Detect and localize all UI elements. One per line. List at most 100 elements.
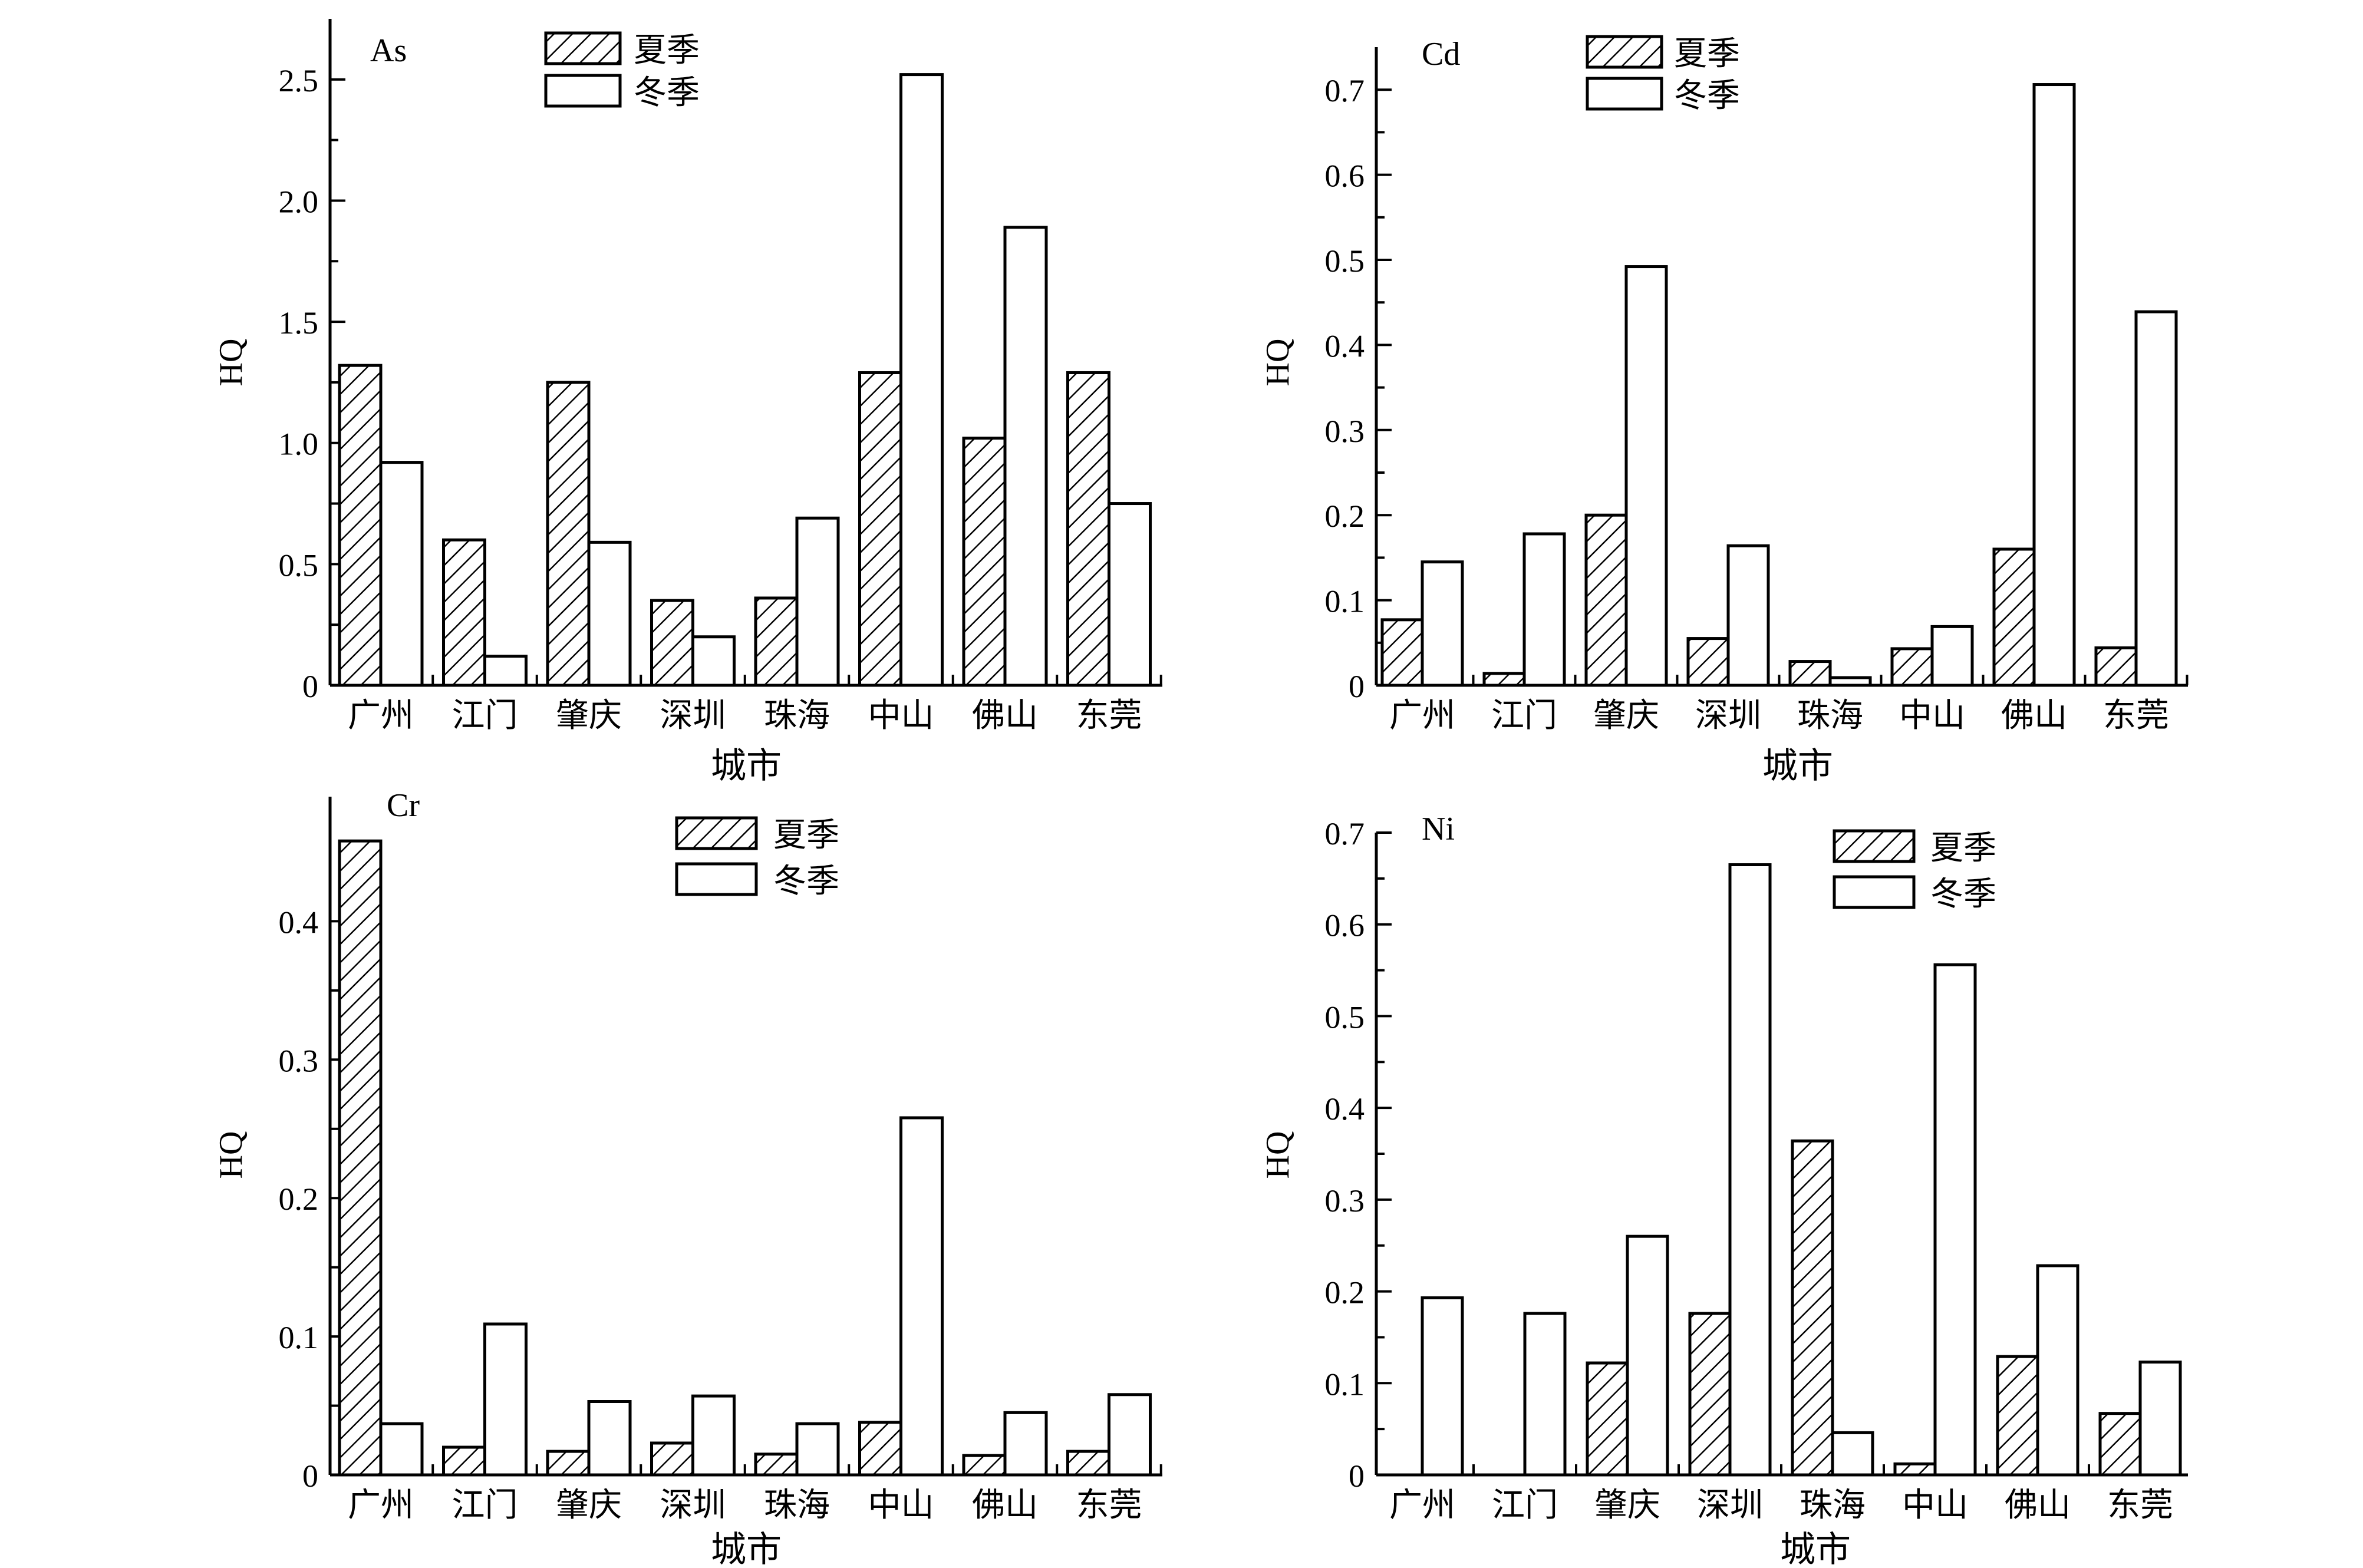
x-tick-label: 肇庆 [556, 698, 622, 734]
x-tick-label: 佛山 [2001, 698, 2067, 734]
x-tick-label: 深圳 [1695, 698, 1761, 734]
bar-winter [1522, 532, 1566, 687]
x-axis-label: 城市 [711, 747, 782, 785]
y-tick-label: 1.0 [279, 427, 319, 462]
x-ticks-cr: 广州 江门 肇庆 深圳 珠海 中山 佛山 东莞 [348, 1464, 1162, 1524]
bar-winter [1003, 226, 1048, 687]
bar-winter [483, 655, 528, 687]
bar-winter [691, 1394, 736, 1477]
y-tick-label: 0.7 [1325, 816, 1365, 851]
bar-summer [962, 1454, 1007, 1477]
bar-summer [1893, 1462, 1937, 1477]
bar-summer [1688, 1312, 1732, 1477]
y-tick-label: 0.3 [1325, 1183, 1365, 1219]
y-ticks-cr: 0 0.1 0.2 0.3 0.4 [279, 905, 345, 1494]
x-tick-label: 广州 [1389, 698, 1455, 734]
y-tick-label: 0.2 [1325, 1275, 1365, 1310]
bar-winter [899, 1116, 944, 1477]
legend-label-winter: 冬季 [634, 75, 700, 111]
panel-title: As [370, 32, 407, 69]
bar-summer [546, 1450, 591, 1477]
bar-winter [1831, 1431, 1874, 1477]
y-tick-label: 0.5 [1325, 243, 1365, 279]
bar-winter [587, 1400, 632, 1477]
panel-cd: 00.10.20.30.40.50.60.7 广州 江门 肇庆 深圳 珠海 中山 佛山 东莞 … [1260, 35, 2189, 785]
y-tick-label: 0.4 [1325, 328, 1365, 364]
x-tick-label: 中山 [868, 1487, 934, 1524]
x-tick-label: 珠海 [764, 1487, 830, 1524]
bar-summer [1996, 1355, 2039, 1477]
bar-winter [1624, 265, 1668, 687]
y-tick-label: 1.5 [279, 305, 319, 341]
bar-summer [1791, 1139, 1834, 1477]
y-tick-label: 0.1 [1325, 584, 1365, 619]
x-tick-label: 佛山 [2005, 1487, 2071, 1524]
legend-swatch-winter [1833, 875, 1916, 909]
legend-swatch-summer [675, 816, 758, 850]
legend-swatch-summer [544, 31, 622, 65]
panel-title: Ni [1422, 811, 1455, 847]
bar-winter [1421, 560, 1464, 687]
legend-cd: 夏季 冬季 [1586, 35, 1740, 114]
bar-summer [1890, 647, 1934, 687]
bar-winter [1728, 863, 1772, 1477]
bar-summer [650, 1441, 694, 1477]
y-tick-label: 0.4 [1325, 1091, 1365, 1127]
y-tick-label: 2.5 [279, 63, 319, 98]
legend-cr: 夏季 冬季 [675, 816, 839, 900]
x-ticks-cd: 广州 江门 肇庆 深圳 珠海 中山 佛山 东莞 [1389, 675, 2189, 734]
legend-label-summer: 夏季 [634, 32, 700, 69]
panel-as: 00.51.01.52.02.5 广州 江门 肇庆 深圳 珠海 中山 佛山 东莞 As HQ … [213, 19, 1162, 785]
legend-label-winter: 冬季 [1930, 876, 1996, 913]
bar-winter [1108, 1393, 1152, 1477]
bar-winter [379, 461, 424, 687]
bar-summer [1686, 637, 1730, 687]
bar-summer [442, 538, 486, 687]
panel-title: Cd [1422, 36, 1460, 72]
bar-winter [483, 1322, 528, 1477]
bar-summer [1586, 1361, 1629, 1477]
legend-as: 夏季 冬季 [544, 31, 700, 111]
x-tick-label: 江门 [452, 1487, 518, 1524]
x-tick-label: 中山 [1899, 698, 1965, 734]
legend-swatch-summer [1833, 829, 1916, 863]
y-tick-label: 0 [1349, 669, 1365, 704]
x-tick-label: 佛山 [972, 1487, 1038, 1524]
y-tick-label: 0.1 [279, 1320, 319, 1355]
x-tick-label: 中山 [1902, 1487, 1968, 1524]
x-tick-label: 广州 [348, 1487, 414, 1524]
y-tick-label: 0.1 [1325, 1366, 1365, 1402]
y-tick-label: 0.5 [279, 547, 319, 583]
x-tick-label: 江门 [452, 698, 518, 734]
y-tick-label: 0.3 [279, 1043, 319, 1078]
bar-winter [2036, 1264, 2079, 1477]
legend-label-summer: 夏季 [1930, 830, 1996, 867]
y-tick-label: 0.4 [279, 905, 319, 940]
bar-winter [1523, 1312, 1567, 1477]
bar-summer [546, 381, 591, 687]
x-ticks-ni: 广州 江门 肇庆 深圳 珠海 中山 佛山 东莞 [1389, 1464, 2173, 1524]
panel-ni: 00.10.20.30.40.50.60.7 广州 江门 肇庆 深圳 珠海 中山 佛山 东莞 … [1260, 811, 2188, 1568]
legend-label-winter: 冬季 [773, 863, 839, 900]
bar-summer [754, 1453, 799, 1477]
y-tick-label: 0.5 [1325, 999, 1365, 1035]
y-ticks-cd: 0 0.1 0.2 0.3 0.4 0.5 0.6 0.7 [1325, 73, 1392, 704]
x-tick-label: 肇庆 [1594, 1487, 1660, 1524]
bar-summer [1788, 660, 1832, 687]
panel-cr: 00.10.20.30.4 广州 江门 肇庆 深圳 珠海 中山 佛山 东莞 Cr HQ 城市 … [213, 787, 1162, 1568]
legend-swatch-winter [544, 74, 622, 108]
y-tick-label: 0.6 [1325, 908, 1365, 943]
bar-summer [754, 596, 799, 687]
x-tick-label: 深圳 [660, 698, 726, 734]
x-tick-label: 深圳 [1697, 1487, 1763, 1524]
bar-winter [1421, 1296, 1464, 1477]
bar-winter [795, 1422, 840, 1477]
y-ticks-ni: 0 0.1 0.2 0.3 0.4 0.5 0.6 0.7 [1325, 816, 1392, 1494]
bar-winter [1933, 963, 1977, 1477]
bar-summer [1584, 513, 1628, 687]
y-tick-label: 0 [1349, 1458, 1365, 1494]
bar-winter [1828, 676, 1872, 687]
bar-summer [1066, 1450, 1110, 1477]
legend-label-summer: 夏季 [1674, 36, 1740, 72]
